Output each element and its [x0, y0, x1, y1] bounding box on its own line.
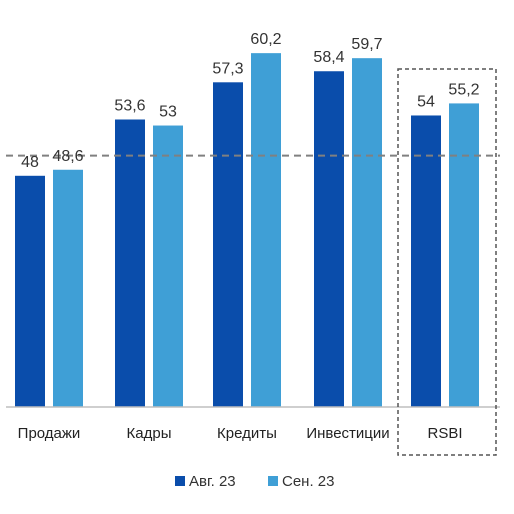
bar-RSBI-s1	[449, 103, 479, 408]
data-label-Кредиты-s1: 60,2	[250, 31, 281, 48]
category-label-Инвестиции: Инвестиции	[306, 425, 389, 442]
bar-Кадры-s1	[153, 125, 183, 408]
bar-Инвестиции-s1	[352, 58, 382, 408]
bar-Кадры-s0	[115, 119, 145, 407]
legend-swatch-s1	[268, 476, 278, 486]
data-label-Инвестиции-s0: 58,4	[313, 49, 344, 66]
data-label-Инвестиции-s1: 59,7	[351, 36, 382, 53]
bar-Продажи-s1	[53, 169, 83, 407]
bars-layer	[15, 53, 479, 408]
category-label-Кредиты: Кредиты	[217, 425, 277, 442]
data-label-Кадры-s1: 53	[159, 104, 177, 121]
data-label-RSBI-s0: 54	[417, 93, 435, 110]
data-label-Продажи-s1: 48,6	[52, 148, 83, 165]
labels-layer: 48 48,6 Продажи 53,6 53 Кадры 57,3 60,2 Кредиты 5…	[18, 31, 480, 442]
bar-Кредиты-s0	[213, 82, 243, 408]
rsbi-highlight-box	[397, 68, 497, 456]
bar-Инвестиции-s0	[314, 71, 344, 408]
data-label-RSBI-s1: 55,2	[448, 81, 479, 98]
category-label-Кадры: Кадры	[127, 425, 172, 442]
data-label-Кадры-s0: 53,6	[114, 97, 145, 114]
legend-label-s0: Авг. 23	[189, 473, 236, 490]
data-label-Продажи-s0: 48	[21, 154, 39, 171]
bar-Продажи-s0	[15, 175, 45, 407]
legend-swatch-s0	[175, 476, 185, 486]
data-label-Кредиты-s0: 57,3	[212, 60, 243, 77]
category-label-Продажи: Продажи	[18, 425, 81, 442]
legend: Авг. 23 Сен. 23	[175, 473, 334, 490]
bar-RSBI-s0	[411, 115, 441, 407]
legend-label-s1: Сен. 23	[282, 473, 334, 490]
category-label-RSBI: RSBI	[427, 425, 462, 442]
bar-Кредиты-s1	[251, 53, 281, 407]
